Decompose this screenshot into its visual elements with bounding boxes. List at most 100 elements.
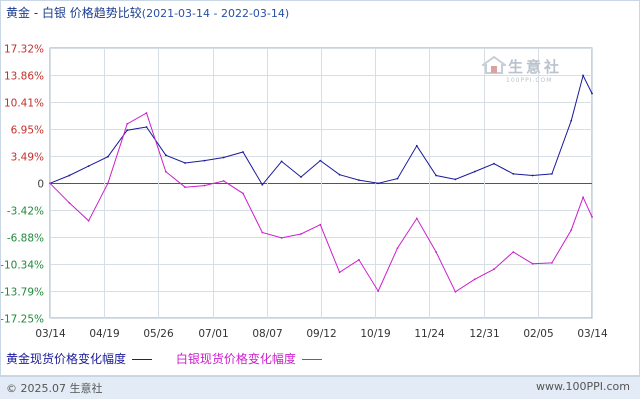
y-tick-label: 6.95% [11, 125, 44, 137]
silver-data-point [531, 262, 534, 265]
gold-data-point [473, 170, 476, 173]
chart-title-range: (2021-03-14 - 2022-03-14) [141, 7, 290, 20]
silver-data-point [338, 271, 341, 274]
gold-data-point [570, 119, 573, 122]
y-tick-label: 0 [37, 179, 44, 191]
gold-data-point [338, 173, 341, 176]
watermark-text: 生意社 [508, 58, 563, 76]
silver-data-point [551, 262, 553, 264]
legend-label-silver: 白银现货价格变化幅度 [175, 352, 296, 366]
gold-data-point [415, 144, 418, 147]
silver-data-point [184, 186, 187, 189]
gold-data-point [107, 155, 109, 158]
y-tick-label: 17.32% [4, 44, 44, 56]
x-tick-label: 10/19 [360, 328, 390, 340]
x-tick-label: 03/14 [577, 328, 608, 340]
silver-data-point [512, 251, 515, 253]
gold-data-point [531, 174, 534, 177]
silver-data-point [164, 170, 167, 173]
gold-data-point [242, 151, 244, 153]
legend-swatch-gold [132, 359, 153, 360]
silver-data-point [107, 182, 109, 185]
gold-data-point [184, 162, 187, 164]
silver-data-point [300, 233, 302, 235]
gold-data-point [203, 159, 206, 162]
gold-data-point [591, 92, 593, 95]
legend-label-gold: 黄金现货价格变化幅度 [6, 352, 127, 366]
silver-data-point [319, 223, 322, 226]
gold-data-point [582, 74, 584, 77]
gold-data-point [222, 156, 225, 159]
silver-data-point [49, 182, 51, 185]
y-tick-label: -17.25% [0, 314, 44, 326]
gold-data-point [300, 176, 302, 178]
chart-title: 黄金 - 白银 价格趋势比较(2021-03-14 - 2022-03-14) [6, 4, 289, 21]
watermark-url: 100PPI.COM [506, 77, 553, 84]
gold-data-point [319, 159, 322, 162]
silver-data-point [493, 268, 495, 271]
footer-copyright: © 2025.07 生意社 [6, 382, 103, 395]
silver-data-point [396, 247, 399, 250]
gold-data-point [126, 129, 129, 132]
silver-data-point [591, 216, 593, 218]
silver-data-point [242, 192, 244, 195]
y-tick-label: -13.79% [0, 287, 44, 299]
y-tick-label: 10.41% [4, 98, 44, 110]
silver-data-point [87, 219, 90, 222]
gold-series-line [49, 74, 593, 186]
silver-data-point [222, 180, 225, 182]
silver-data-point [454, 290, 457, 293]
gold-data-point [512, 173, 515, 175]
gold-data-point [454, 178, 457, 181]
gold-data-point [396, 177, 399, 180]
x-tick-label: 09/12 [306, 328, 336, 340]
gold-data-point [164, 154, 167, 157]
silver-data-point [358, 258, 360, 261]
x-tick-label: 08/07 [252, 328, 282, 340]
silver-data-point [582, 196, 584, 199]
gold-data-point [358, 179, 360, 182]
watermark: 生意社 100PPI.COM [482, 56, 562, 84]
legend-item-gold: 黄金现货价格变化幅度 [6, 350, 153, 367]
gold-data-point [261, 183, 264, 186]
gold-data-point [377, 182, 380, 185]
x-tick-label: 11/24 [414, 328, 445, 340]
y-tick-label: 3.49% [11, 152, 44, 164]
silver-data-point [261, 231, 264, 234]
y-tick-label: -3.42% [7, 206, 44, 218]
silver-data-point [203, 184, 206, 187]
silver-series-line [49, 112, 593, 293]
silver-data-point [415, 217, 418, 220]
gold-data-point [68, 174, 71, 177]
legend-item-silver: 白银现货价格变化幅度 [176, 350, 322, 367]
x-tick-label: 12/31 [469, 328, 499, 340]
silver-data-point [68, 201, 71, 204]
silver-data-point [377, 290, 380, 292]
gold-data-point [145, 126, 148, 128]
legend-swatch-silver [301, 359, 322, 360]
y-tick-label: 13.86% [4, 71, 44, 83]
gold-data-point [551, 173, 553, 175]
x-tick-label: 02/05 [523, 328, 553, 340]
silver-data-point [473, 278, 476, 281]
silver-data-point [435, 251, 437, 253]
x-tick-label: 03/14 [35, 328, 66, 340]
footer-bar: © 2025.07 生意社 www.100PPI.com [0, 376, 640, 399]
gold-data-point [435, 174, 437, 177]
chart-title-main: 黄金 - 白银 价格趋势比较 [6, 6, 142, 20]
x-tick-label: 05/26 [143, 328, 174, 340]
gold-data-point [280, 160, 283, 163]
silver-data-point [570, 229, 573, 232]
silver-data-point [145, 112, 148, 114]
chart-legend: 黄金现货价格变化幅度 白银现货价格变化幅度 [6, 350, 342, 367]
y-tick-label: -10.34% [0, 260, 44, 272]
y-tick-label: -6.88% [7, 233, 44, 245]
x-tick-label: 04/19 [89, 328, 119, 340]
silver-data-point [280, 237, 283, 239]
gold-data-point [87, 165, 90, 168]
house-logo-icon [482, 56, 506, 74]
gold-data-point [493, 162, 495, 165]
footer-site-link[interactable]: www.100PPI.com [536, 380, 630, 393]
